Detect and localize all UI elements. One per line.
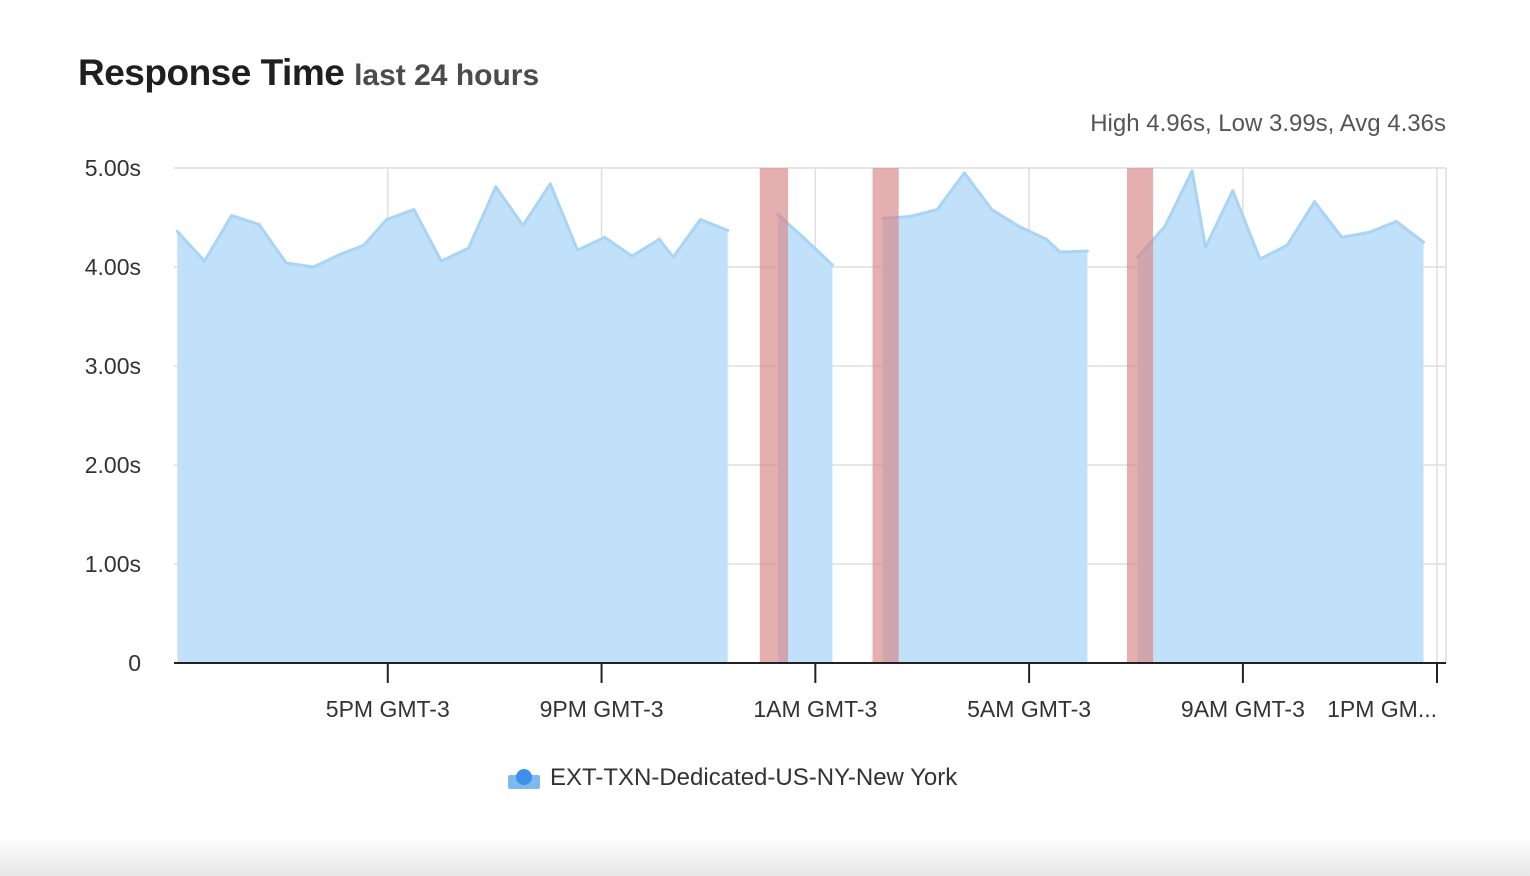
data-point [521,223,525,227]
data-point [1340,235,1344,239]
data-point [548,182,552,186]
data-point [1422,240,1426,244]
data-point [284,261,288,265]
data-point [1085,249,1089,253]
axis-layer [174,662,1446,683]
data-point [803,237,807,241]
y-tick-label: 5.00s [85,155,141,181]
y-tick-label: 4.00s [85,254,141,280]
x-tick-label: 1AM GMT-3 [753,696,877,722]
x-tick-label: 5AM GMT-3 [967,696,1091,722]
data-point [1058,250,1062,254]
data-point [630,254,634,258]
data-point [576,248,580,252]
label-layer: 0 1.00s 2.00s 3.00s 4.00s 5.00s 5PM GMT-3 9PM G… [85,155,1437,722]
data-point [230,214,234,218]
data-point [1258,257,1262,261]
series-marker-icon [508,767,540,789]
data-point [1190,169,1194,173]
data-point [1313,200,1317,204]
data-point [935,208,939,212]
chart-legend[interactable]: EXT-TXN-Dedicated-US-NY-New York [508,764,957,792]
outage-band [759,168,789,663]
area-segment [1137,170,1424,663]
data-point [657,237,661,241]
y-tick-label: 0 [128,650,141,676]
data-point [1231,189,1235,193]
area-segment [777,214,833,663]
y-tick-label: 2.00s [85,452,141,478]
data-point [908,215,912,219]
data-point [311,265,315,269]
outage-band [872,168,899,663]
x-tick-label: 5PM GMT-3 [326,696,450,722]
title-subtitle: last 24 hours [354,59,540,92]
data-point [362,243,366,247]
data-point [830,263,834,267]
area-layer [175,169,1426,663]
series-line [176,182,729,269]
y-tick-label: 3.00s [85,353,141,379]
data-point [1394,219,1398,223]
x-tick-label: 1PM GM... [1327,696,1437,722]
area-segment [177,183,728,663]
card-bottom-shadow [0,836,1530,876]
data-point [175,229,179,233]
outage-band [1126,168,1154,663]
data-point [603,235,607,239]
data-point [466,246,470,250]
data-point [671,255,675,259]
data-point [202,259,206,263]
data-point [1163,224,1167,228]
data-point [412,208,416,212]
series-line [1136,169,1425,261]
outage-layer [759,168,1154,663]
data-point [726,228,730,232]
data-point [1203,245,1207,249]
title-main: Response Time [78,52,345,93]
area-segment [882,172,1088,663]
data-point [990,208,994,212]
y-tick-label: 1.00s [85,551,141,577]
data-point [1285,243,1289,247]
data-point [257,222,261,226]
data-point [1367,230,1371,234]
x-tick-label: 9AM GMT-3 [1181,696,1305,722]
data-point [494,185,498,189]
stats-summary: High 4.96s, Low 3.99s, Avg 4.36s [1090,110,1446,137]
data-point [1044,237,1048,241]
data-point [339,252,343,256]
data-point [698,217,702,221]
data-point [1017,224,1021,228]
legend-label: EXT-TXN-Dedicated-US-NY-New York [550,764,958,791]
data-point [962,171,966,175]
data-point [439,259,443,263]
x-tick-label: 9PM GMT-3 [540,696,664,722]
data-point [385,217,389,221]
chart-title: Response Time last 24 hours [78,52,539,94]
